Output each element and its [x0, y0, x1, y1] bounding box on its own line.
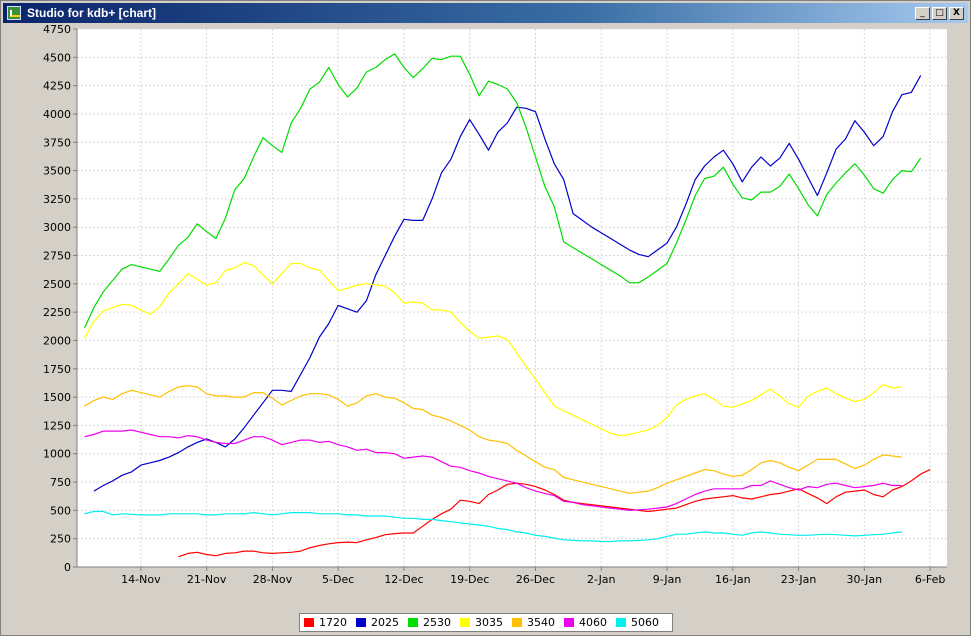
- y-tick-label: 0: [64, 561, 71, 574]
- x-tick-label: 2-Jan: [587, 573, 616, 586]
- y-tick-label: 4500: [43, 51, 71, 64]
- legend-label: 5060: [631, 616, 659, 629]
- y-tick-label: 250: [50, 533, 71, 546]
- y-tick-label: 4000: [43, 108, 71, 121]
- legend-label: 3540: [527, 616, 555, 629]
- x-tick-label: 12-Dec: [384, 573, 423, 586]
- legend-item-4060: 4060: [564, 616, 607, 629]
- legend-swatch: [408, 618, 418, 627]
- legend-swatch: [512, 618, 522, 627]
- legend-label: 4060: [579, 616, 607, 629]
- close-button[interactable]: X: [949, 7, 964, 20]
- maximize-button[interactable]: □: [932, 7, 947, 20]
- legend-item-5060: 5060: [616, 616, 659, 629]
- minimize-button[interactable]: _: [915, 7, 930, 20]
- x-tick-label: 26-Dec: [516, 573, 555, 586]
- x-tick-label: 5-Dec: [322, 573, 354, 586]
- x-axis-ticks: 14-Nov 21-Nov 28-Nov 5-Dec 12-Dec 19-Dec 26-De…: [121, 567, 945, 586]
- y-tick-label: 2500: [43, 278, 71, 291]
- legend-swatch: [356, 618, 366, 627]
- legend-swatch: [304, 618, 314, 627]
- x-tick-label: 21-Nov: [187, 573, 227, 586]
- y-tick-label: 2250: [43, 306, 71, 319]
- y-tick-label: 3500: [43, 165, 71, 178]
- app-icon: [7, 6, 21, 20]
- legend-label: 3035: [475, 616, 503, 629]
- legend-item-1720: 1720: [304, 616, 347, 629]
- legend-label: 2025: [371, 616, 399, 629]
- y-tick-label: 4750: [43, 23, 71, 36]
- legend-swatch: [460, 618, 470, 627]
- x-tick-label: 16-Jan: [715, 573, 751, 586]
- legend-swatch: [616, 618, 626, 627]
- y-tick-label: 2000: [43, 334, 71, 347]
- y-tick-label: 3750: [43, 136, 71, 149]
- series-line-3035: [83, 261, 902, 437]
- plot-area: [77, 29, 947, 567]
- x-tick-label: 28-Nov: [253, 573, 293, 586]
- legend-label: 1720: [319, 616, 347, 629]
- legend-item-3540: 3540: [512, 616, 555, 629]
- x-tick-label: 14-Nov: [121, 573, 161, 586]
- y-tick-label: 1500: [43, 391, 71, 404]
- y-tick-label: 1000: [43, 448, 71, 461]
- y-axis-ticks: 0 250 500 750 1000 1250 1500 1750 2000 2250 2500 27…: [43, 23, 77, 574]
- line-chart: 0 250 500 750 1000 1250 1500 1750 2000 2250 2500 27…: [43, 23, 947, 586]
- legend-item-2025: 2025: [356, 616, 399, 629]
- series-line-1720: [178, 469, 931, 558]
- series-line-4060: [84, 429, 902, 511]
- y-tick-label: 3000: [43, 221, 71, 234]
- grid-lines: [77, 28, 947, 567]
- y-tick-label: 2750: [43, 250, 71, 263]
- y-tick-label: 4250: [43, 80, 71, 93]
- y-tick-label: 3250: [43, 193, 71, 206]
- series-lines: [83, 53, 931, 558]
- window-title: Studio for kdb+ [chart]: [27, 6, 156, 20]
- x-tick-label: 19-Dec: [450, 573, 489, 586]
- series-line-3540: [84, 385, 902, 494]
- x-tick-label: 6-Feb: [915, 573, 945, 586]
- legend-item-2530: 2530: [408, 616, 451, 629]
- y-tick-label: 1750: [43, 363, 71, 376]
- x-tick-label: 30-Jan: [847, 573, 883, 586]
- legend-swatch: [564, 618, 574, 627]
- y-tick-label: 500: [50, 504, 71, 517]
- series-line-2025: [93, 75, 922, 492]
- legend-item-3035: 3035: [460, 616, 503, 629]
- series-line-2530: [83, 53, 922, 329]
- y-tick-label: 1250: [43, 419, 71, 432]
- legend-label: 2530: [423, 616, 451, 629]
- title-bar[interactable]: Studio for kdb+ [chart] _ □ X: [3, 3, 968, 23]
- x-tick-label: 23-Jan: [781, 573, 817, 586]
- series-line-5060: [84, 510, 902, 543]
- chart-legend: 1720 2025 2530 3035 3540 4060 5060: [299, 613, 673, 632]
- x-tick-label: 9-Jan: [653, 573, 682, 586]
- y-tick-label: 750: [50, 476, 71, 489]
